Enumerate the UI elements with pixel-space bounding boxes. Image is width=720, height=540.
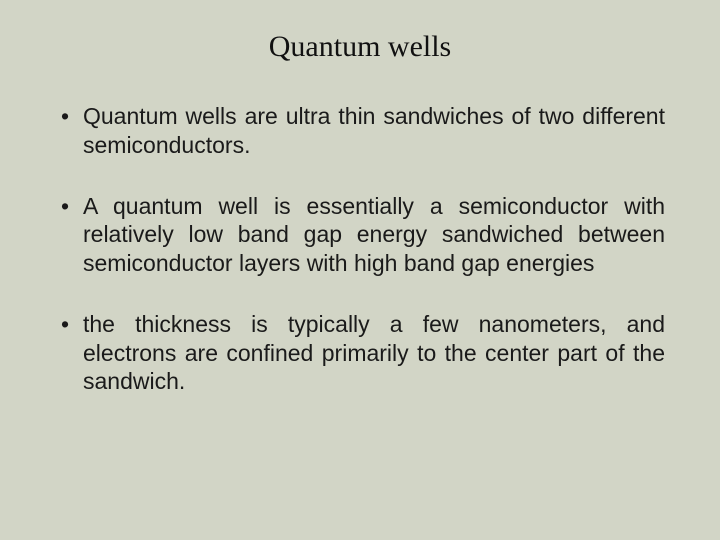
list-item: Quantum wells are ultra thin sandwiches … — [55, 102, 665, 160]
list-item: the thickness is typically a few nanomet… — [55, 310, 665, 396]
bullet-list: Quantum wells are ultra thin sandwiches … — [55, 102, 665, 396]
slide: Quantum wells Quantum wells are ultra th… — [0, 0, 720, 540]
list-item: A quantum well is essentially a semicond… — [55, 192, 665, 278]
slide-title: Quantum wells — [55, 30, 665, 64]
